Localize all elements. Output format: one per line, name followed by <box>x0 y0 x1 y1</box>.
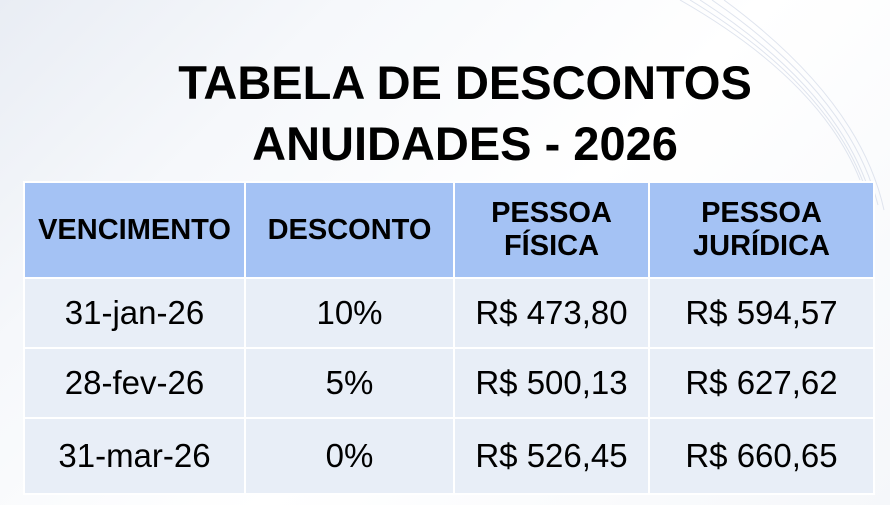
title-line-2: ANUIDADES - 2026 <box>252 117 678 170</box>
cell-pessoa-juridica: R$ 594,57 <box>648 277 875 349</box>
table-header-row: VENCIMENTO DESCONTO PESSOA FÍSICA PESSOA J… <box>23 181 875 279</box>
cell-desconto: 0% <box>244 417 455 495</box>
table-row: 31-mar-26 0% R$ 526,45 R$ 660,65 <box>23 417 875 495</box>
title-line-1: TABELA DE DESCONTOS <box>178 56 752 109</box>
header-pessoa-juridica: PESSOA JURÍDICA <box>648 181 875 279</box>
cell-desconto: 10% <box>244 277 455 349</box>
header-desconto: DESCONTO <box>244 181 455 279</box>
cell-vencimento: 31-mar-26 <box>23 417 246 495</box>
cell-pessoa-fisica: R$ 500,13 <box>453 347 650 419</box>
table-row: 31-jan-26 10% R$ 473,80 R$ 594,57 <box>23 277 875 349</box>
cell-pessoa-fisica: R$ 473,80 <box>453 277 650 349</box>
cell-vencimento: 31-jan-26 <box>23 277 246 349</box>
table-row: 28-fev-26 5% R$ 500,13 R$ 627,62 <box>23 347 875 419</box>
discount-table: VENCIMENTO DESCONTO PESSOA FÍSICA PESSOA J… <box>23 181 875 495</box>
cell-pessoa-fisica: R$ 526,45 <box>453 417 650 495</box>
page-title: TABELA DE DESCONTOS ANUIDADES - 2026 <box>0 52 890 174</box>
cell-desconto: 5% <box>244 347 455 419</box>
cell-pessoa-juridica: R$ 627,62 <box>648 347 875 419</box>
header-vencimento: VENCIMENTO <box>23 181 246 279</box>
cell-pessoa-juridica: R$ 660,65 <box>648 417 875 495</box>
header-pessoa-fisica: PESSOA FÍSICA <box>453 181 650 279</box>
cell-vencimento: 28-fev-26 <box>23 347 246 419</box>
